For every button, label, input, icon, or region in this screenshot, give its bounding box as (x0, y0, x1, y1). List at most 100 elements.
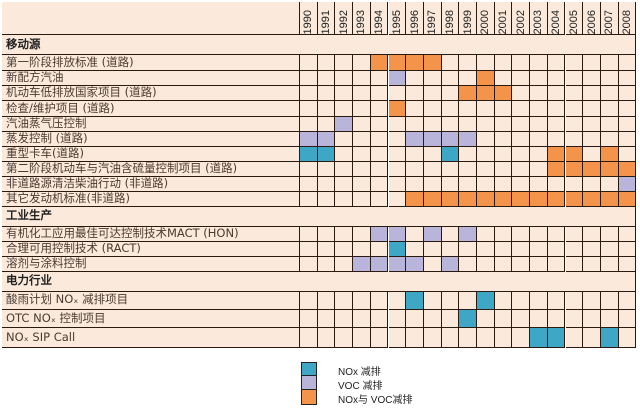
empty-cell (317, 256, 336, 272)
empty-cell (477, 256, 495, 272)
empty-cell (317, 241, 336, 257)
row-label: 第二阶段机动车与汽油含硫量控制项目 (道路) (2, 161, 300, 177)
mark-both-1996 (406, 55, 424, 71)
mark-both-2006 (583, 161, 601, 177)
empty-cell (300, 70, 318, 86)
year-label: 1996 (408, 9, 421, 34)
header-corner (2, 2, 300, 35)
empty-cell (565, 101, 584, 117)
empty-cell (423, 291, 442, 310)
mark-both-2007 (600, 147, 619, 162)
empty-cell (388, 161, 407, 177)
empty-cell (441, 101, 460, 117)
empty-cell (423, 161, 442, 177)
empty-cell (335, 291, 354, 310)
empty-cell (547, 86, 566, 102)
empty-cell (600, 55, 619, 71)
empty-cell (494, 291, 513, 310)
year-header-1996: 1996 (406, 2, 424, 35)
mark-both-2000 (477, 70, 495, 86)
legend-label-nox: NOx 减排 (338, 367, 381, 378)
empty-cell (388, 116, 407, 132)
empty-cell (441, 116, 460, 132)
year-label: 2003 (532, 9, 545, 34)
empty-cell (547, 55, 566, 71)
empty-cell (565, 328, 584, 349)
empty-cell (477, 241, 495, 257)
empty-cell (406, 226, 424, 242)
year-header-1990: 1990 (300, 2, 318, 35)
mark-both-2008 (618, 161, 637, 177)
mark-both-2000 (477, 191, 495, 207)
empty-cell (530, 256, 548, 272)
empty-cell (494, 161, 513, 177)
empty-cell (441, 291, 460, 310)
empty-cell (423, 86, 442, 102)
empty-cell (317, 86, 336, 102)
empty-cell (353, 191, 371, 207)
empty-cell (583, 226, 601, 242)
empty-cell (530, 70, 548, 86)
empty-cell (459, 176, 477, 192)
empty-cell (317, 116, 336, 132)
empty-cell (530, 241, 548, 257)
empty-cell (459, 328, 477, 349)
empty-cell (317, 176, 336, 192)
mark-voc-1991 (317, 131, 336, 148)
mark-voc-1994 (370, 256, 389, 272)
empty-cell (565, 241, 584, 257)
empty-cell (335, 161, 354, 177)
empty-cell (388, 291, 407, 310)
empty-cell (583, 55, 601, 71)
row-label: 第一阶段排放标准 (道路) (2, 55, 300, 71)
empty-cell (335, 309, 354, 329)
empty-cell (583, 309, 601, 329)
empty-cell (530, 147, 548, 162)
row-label: 溶剂与涂料控制 (2, 256, 300, 272)
empty-cell (494, 176, 513, 192)
year-header-2001: 2001 (494, 2, 513, 35)
year-label: 2004 (550, 9, 563, 34)
empty-cell (388, 328, 407, 349)
mark-both-1999 (459, 191, 477, 207)
year-header-2005: 2005 (565, 2, 584, 35)
empty-cell (494, 256, 513, 272)
row-label: OTC NOₓ 控制项目 (2, 309, 300, 329)
empty-cell (441, 328, 460, 349)
empty-cell (423, 70, 442, 86)
mark-nox-1995 (388, 241, 407, 257)
year-header-2002: 2002 (512, 2, 531, 35)
empty-cell (353, 70, 371, 86)
empty-cell (618, 116, 637, 132)
legend-swatch-nox (301, 362, 317, 376)
row-label: 合理可用控制技术 (RACT) (2, 241, 300, 257)
empty-cell (565, 86, 584, 102)
empty-cell (494, 101, 513, 117)
row-label: 酸雨计划 NOₓ 减排项目 (2, 291, 300, 310)
empty-cell (618, 70, 637, 86)
empty-cell (618, 226, 637, 242)
empty-cell (512, 147, 531, 162)
empty-cell (406, 328, 424, 349)
empty-cell (353, 101, 371, 117)
empty-cell (494, 70, 513, 86)
empty-cell (370, 191, 389, 207)
empty-cell (459, 55, 477, 71)
year-header-2004: 2004 (547, 2, 566, 35)
empty-cell (388, 309, 407, 329)
empty-cell (600, 131, 619, 148)
empty-cell (335, 55, 354, 71)
empty-cell (547, 226, 566, 242)
mark-both-2004 (547, 191, 566, 207)
empty-cell (300, 226, 318, 242)
empty-cell (370, 101, 389, 117)
empty-cell (618, 309, 637, 329)
mark-voc-2008 (618, 176, 637, 192)
empty-cell (477, 161, 495, 177)
empty-cell (459, 116, 477, 132)
empty-cell (618, 291, 637, 310)
mark-both-1994 (370, 55, 389, 71)
empty-cell (477, 328, 495, 349)
empty-cell (547, 131, 566, 148)
empty-cell (300, 309, 318, 329)
